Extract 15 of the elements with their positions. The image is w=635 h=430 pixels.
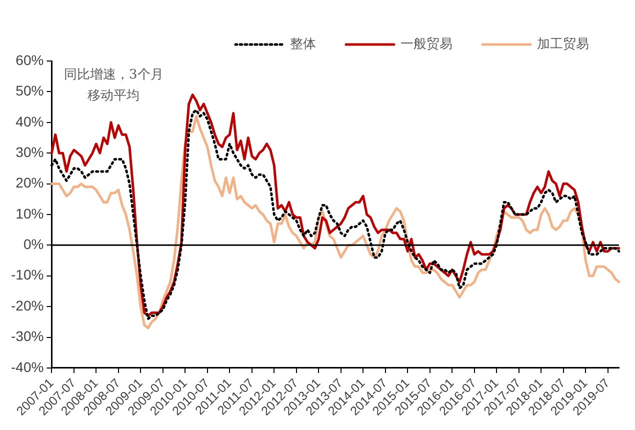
y-tick-label: 20%	[16, 174, 44, 191]
y-tick-label: 40%	[16, 113, 44, 130]
y-tick-label: 0%	[23, 236, 44, 252]
y-tick-label: 60%	[16, 52, 44, 68]
y-tick-label: -40%	[10, 358, 44, 375]
y-tick-label: 10%	[16, 205, 44, 222]
legend-label: 一般贸易	[400, 36, 452, 52]
annotation: 同比增速，3个月移动平均	[64, 67, 164, 104]
y-tick-label: -20%	[10, 297, 44, 314]
y-tick-label: -30%	[10, 328, 44, 344]
y-tick-label: -10%	[10, 266, 44, 283]
y-tick-label: 50%	[16, 82, 44, 99]
legend-label: 加工贸易	[537, 36, 589, 52]
legend-label: 整体	[290, 36, 316, 52]
y-tick-label: 30%	[16, 144, 44, 160]
